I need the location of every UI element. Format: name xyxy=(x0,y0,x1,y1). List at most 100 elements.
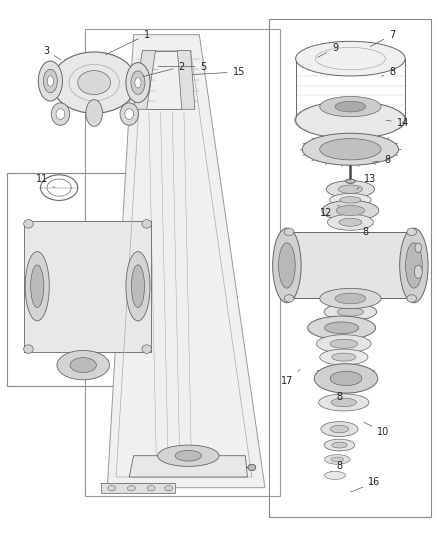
Ellipse shape xyxy=(330,425,349,433)
Ellipse shape xyxy=(135,77,141,88)
Ellipse shape xyxy=(86,100,102,126)
Ellipse shape xyxy=(126,252,150,321)
Ellipse shape xyxy=(319,394,369,411)
Ellipse shape xyxy=(127,486,135,491)
Ellipse shape xyxy=(338,185,363,193)
Ellipse shape xyxy=(414,265,422,278)
Text: 8: 8 xyxy=(357,227,369,237)
Ellipse shape xyxy=(307,316,375,340)
Ellipse shape xyxy=(324,303,377,320)
Polygon shape xyxy=(101,483,175,493)
Ellipse shape xyxy=(332,353,356,361)
Ellipse shape xyxy=(314,364,378,393)
Polygon shape xyxy=(24,221,151,352)
Text: 8: 8 xyxy=(381,67,395,77)
Ellipse shape xyxy=(324,439,355,451)
Text: 8: 8 xyxy=(373,155,391,165)
Ellipse shape xyxy=(165,486,173,491)
Ellipse shape xyxy=(131,265,145,308)
Ellipse shape xyxy=(31,265,44,308)
Ellipse shape xyxy=(321,422,358,437)
Ellipse shape xyxy=(326,181,374,198)
Ellipse shape xyxy=(284,228,294,236)
Ellipse shape xyxy=(325,471,346,480)
Ellipse shape xyxy=(332,442,347,448)
Text: 1: 1 xyxy=(106,30,150,55)
Ellipse shape xyxy=(78,70,110,95)
Text: 16: 16 xyxy=(351,478,381,492)
Ellipse shape xyxy=(320,96,381,117)
Polygon shape xyxy=(101,483,175,493)
Ellipse shape xyxy=(24,220,33,228)
Ellipse shape xyxy=(147,486,155,491)
Ellipse shape xyxy=(325,455,350,464)
Ellipse shape xyxy=(320,139,381,160)
Ellipse shape xyxy=(320,349,368,365)
Ellipse shape xyxy=(330,340,358,349)
Ellipse shape xyxy=(415,243,421,253)
Text: 13: 13 xyxy=(357,174,376,189)
Ellipse shape xyxy=(25,252,49,321)
Ellipse shape xyxy=(126,63,150,102)
Ellipse shape xyxy=(158,445,219,466)
Text: 11: 11 xyxy=(35,174,55,188)
Polygon shape xyxy=(107,35,265,488)
Ellipse shape xyxy=(39,61,63,101)
Ellipse shape xyxy=(108,486,116,491)
Text: 14: 14 xyxy=(386,118,409,127)
Text: 10: 10 xyxy=(364,422,389,437)
Text: 17: 17 xyxy=(281,369,300,386)
Ellipse shape xyxy=(331,398,357,407)
Ellipse shape xyxy=(272,228,301,303)
Ellipse shape xyxy=(70,358,96,373)
Text: 8: 8 xyxy=(331,462,343,472)
Ellipse shape xyxy=(339,219,362,227)
Ellipse shape xyxy=(346,179,355,183)
Ellipse shape xyxy=(47,76,53,86)
Ellipse shape xyxy=(296,42,405,76)
Text: 15: 15 xyxy=(193,67,245,77)
Ellipse shape xyxy=(330,371,362,386)
Ellipse shape xyxy=(325,322,359,334)
Text: 7: 7 xyxy=(371,30,395,46)
Text: 3: 3 xyxy=(43,46,61,60)
Ellipse shape xyxy=(131,71,145,94)
Ellipse shape xyxy=(335,293,366,304)
Ellipse shape xyxy=(340,197,361,203)
Ellipse shape xyxy=(142,220,152,228)
Ellipse shape xyxy=(284,295,294,302)
Polygon shape xyxy=(177,51,195,109)
Ellipse shape xyxy=(336,206,364,216)
Text: 12: 12 xyxy=(320,205,339,218)
Ellipse shape xyxy=(320,288,381,309)
Ellipse shape xyxy=(248,464,256,471)
Ellipse shape xyxy=(279,243,295,288)
Ellipse shape xyxy=(125,109,134,119)
Ellipse shape xyxy=(328,214,373,230)
Ellipse shape xyxy=(399,228,428,303)
Ellipse shape xyxy=(51,103,70,125)
Ellipse shape xyxy=(322,200,379,221)
Ellipse shape xyxy=(120,103,138,125)
Ellipse shape xyxy=(296,101,405,139)
Ellipse shape xyxy=(24,345,33,353)
Ellipse shape xyxy=(316,335,371,353)
Ellipse shape xyxy=(337,308,364,316)
Text: 8: 8 xyxy=(336,392,343,402)
Ellipse shape xyxy=(57,351,110,379)
Text: 2: 2 xyxy=(143,62,185,77)
Polygon shape xyxy=(129,456,247,477)
Polygon shape xyxy=(283,232,420,298)
Ellipse shape xyxy=(331,457,343,462)
Text: 9: 9 xyxy=(318,43,338,58)
Ellipse shape xyxy=(175,450,201,461)
Polygon shape xyxy=(134,51,155,109)
Ellipse shape xyxy=(330,193,371,206)
Ellipse shape xyxy=(302,133,399,165)
Ellipse shape xyxy=(43,69,57,93)
Ellipse shape xyxy=(142,345,152,353)
Ellipse shape xyxy=(407,295,417,302)
Ellipse shape xyxy=(52,52,137,114)
Ellipse shape xyxy=(406,243,422,288)
Ellipse shape xyxy=(407,228,417,236)
